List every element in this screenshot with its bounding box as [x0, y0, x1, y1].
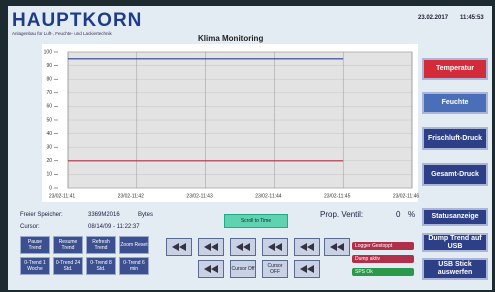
y-tick-label: 70	[46, 90, 52, 96]
date: 23.02.2017	[418, 15, 448, 21]
trend-button[interactable]: 0-Trend 1 Woche	[20, 257, 50, 275]
y-tick-label: 0	[49, 185, 52, 191]
side-button[interactable]: Temperatur	[422, 58, 488, 80]
memory-value: 3369M2016	[88, 212, 120, 218]
valve-unit: %	[408, 210, 415, 219]
nav-icon	[204, 243, 218, 251]
y-tick-label: 60	[46, 104, 52, 110]
x-tick-label: 23/02-11:42	[118, 193, 145, 199]
nav-button[interactable]	[324, 238, 350, 256]
side-button[interactable]: Dump Trend auf USB	[422, 233, 488, 252]
x-tick-label: 23/02-11:44	[255, 193, 282, 199]
trend-button[interactable]: 0-Trend 6 min	[119, 257, 149, 275]
nav-icon	[300, 265, 314, 273]
trend-button[interactable]: Resume Trend	[53, 236, 83, 254]
cursor-label: Cursor:	[20, 224, 40, 230]
trend-button[interactable]: Refresh Trend	[86, 236, 116, 254]
side-button[interactable]: Frischluft-Druck	[422, 127, 488, 150]
cursor-button[interactable]: Cursor Off	[230, 260, 256, 278]
trend-button[interactable]: Pause Trend	[20, 236, 50, 254]
cursor-button[interactable]: Cursor OFF	[262, 260, 288, 278]
valve-value: 0	[396, 210, 400, 219]
nav-button[interactable]	[294, 260, 320, 278]
nav-button[interactable]	[198, 260, 224, 278]
side-button[interactable]: Statusanzeige	[422, 208, 488, 226]
status-indicator: SPS Ok	[352, 268, 414, 276]
y-tick-label: 10	[46, 172, 52, 178]
chart: 0 10 20 30 40 50 60 70 80 90 100 23/02-11:41 23/02-1…	[8, 44, 420, 204]
page: HAUPTKORN Anlagenbau für Luft-, Feuchte-…	[0, 0, 495, 292]
tagline: Anlagenbau für Luft-, Feuchte- und Lacki…	[12, 31, 112, 36]
hmi-screen: HAUPTKORN Anlagenbau für Luft-, Feuchte-…	[8, 6, 492, 290]
x-tick-label: 23/02-11:41	[49, 193, 76, 199]
scroll-to-time-button[interactable]: Scroll to Time	[224, 214, 288, 228]
x-tick-label: 23/02-11:43	[186, 193, 213, 199]
nav-icon	[204, 265, 218, 273]
y-tick-label: 40	[46, 131, 52, 137]
y-tick-label: 90	[46, 63, 52, 69]
side-button[interactable]: USB Stick auswerfen	[422, 258, 488, 280]
y-tick-label: 100	[44, 49, 53, 55]
nav-icon	[268, 243, 282, 251]
screen-title: Klima Monitoring	[198, 34, 263, 43]
memory-label: Freier Speicher:	[20, 212, 63, 218]
valve-label: Prop. Ventil:	[320, 210, 363, 219]
side-button[interactable]: Feuchte	[422, 92, 488, 114]
y-tick-label: 80	[46, 77, 52, 83]
nav-icon	[300, 243, 314, 251]
y-tick-label: 20	[46, 158, 52, 164]
side-button[interactable]: Gesamt-Druck	[422, 163, 488, 186]
nav-button[interactable]	[198, 238, 224, 256]
nav-icon	[172, 243, 186, 251]
y-tick-label: 30	[46, 145, 52, 151]
memory-unit: Bytes	[138, 212, 153, 218]
status-indicator: Logger Gestoppt	[352, 242, 414, 250]
nav-button[interactable]	[262, 238, 288, 256]
x-tick-label: 23/02-11:45	[324, 193, 351, 199]
nav-icon	[236, 243, 250, 251]
nav-icon	[330, 243, 344, 251]
logo: HAUPTKORN	[12, 10, 142, 32]
status-indicator: Dump aktiv	[352, 255, 414, 263]
y-tick-label: 50	[46, 117, 52, 123]
nav-button[interactable]	[166, 238, 192, 256]
nav-button[interactable]	[294, 238, 320, 256]
nav-button[interactable]	[230, 238, 256, 256]
x-tick-label: 23/02-11:46	[393, 193, 420, 199]
time: 11:45:53	[460, 15, 484, 21]
trend-button[interactable]: Zoom Reset	[119, 236, 149, 254]
trend-button[interactable]: 0-Trend 8 Std.	[86, 257, 116, 275]
cursor-value: 08/14/09 - 11:22:37	[88, 224, 140, 230]
trend-button[interactable]: 0-Trend 24 Std.	[53, 257, 83, 275]
